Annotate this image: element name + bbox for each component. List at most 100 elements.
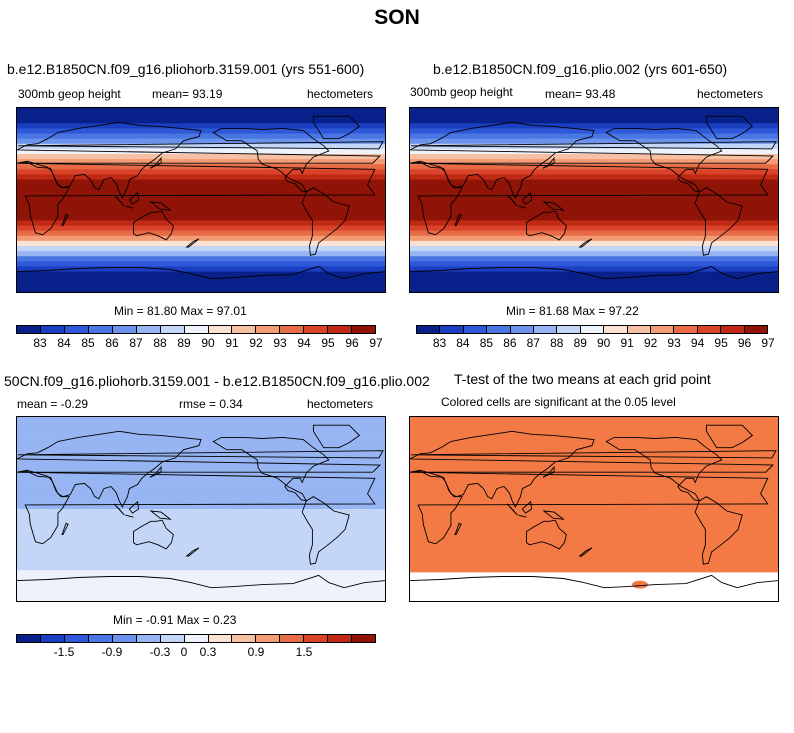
coastline-path	[542, 465, 555, 478]
coastline-path	[605, 127, 723, 193]
panel1-band-cell	[17, 230, 385, 237]
panel2-title: b.e12.B1850CN.f09_g16.plio.002 (yrs 601-…	[433, 61, 728, 77]
coastline-path	[133, 519, 174, 550]
panel1-band-cell	[17, 281, 385, 288]
coastline-path	[301, 187, 350, 256]
panel2-band-cell	[410, 256, 778, 262]
antarctica-coast	[410, 265, 778, 280]
colorbar-swatch	[88, 326, 113, 333]
colorbar-tick-label: 83	[432, 336, 447, 350]
colorbar-tick-label: 95	[321, 336, 335, 350]
colorbar-tick-label: 97	[761, 336, 775, 350]
panel3-band-cell	[17, 524, 385, 531]
colorbar-swatch	[64, 635, 89, 642]
colorbar-swatch	[280, 326, 305, 333]
colorbar-swatch	[184, 635, 209, 642]
panel3-band-cell	[17, 503, 385, 510]
panel1-bands	[17, 108, 385, 292]
panel1-band-cell	[17, 235, 385, 242]
colorbar-swatch	[112, 635, 137, 642]
panel3-band-cell	[17, 468, 385, 474]
coastline-path	[212, 127, 330, 193]
coastline-path	[526, 519, 567, 550]
colorbar-swatch	[744, 326, 768, 333]
panel1-mean: mean= 93.19	[152, 87, 223, 101]
antarctica-coast	[17, 574, 385, 589]
panel3-band-cell	[17, 498, 385, 505]
colorbar-swatch	[40, 635, 65, 642]
colorbar-swatch	[64, 326, 89, 333]
colorbar-swatch	[17, 635, 41, 642]
colorbar-swatch	[697, 326, 722, 333]
colorbar-tick-label: 89	[177, 336, 191, 350]
panel3-band-cell	[17, 595, 385, 601]
coastline-path	[521, 500, 533, 514]
ttest-significant-dot	[632, 580, 648, 589]
coastline-path	[17, 450, 384, 459]
panel1-units: hectometers	[307, 87, 374, 101]
panel1-band-cell	[17, 113, 385, 119]
colorbar-tick-label: 88	[153, 336, 167, 350]
antarctica-coast	[410, 574, 778, 589]
coastline-path	[542, 156, 555, 169]
coastline-path	[149, 156, 162, 169]
panel2-band-cell	[410, 246, 778, 252]
panel4-subtitle: Colored cells are significant at the 0.0…	[441, 395, 676, 409]
colorbar-swatch	[328, 635, 353, 642]
coastline-path	[410, 141, 777, 150]
coastline-path	[506, 194, 518, 207]
panel3-band-cell	[17, 565, 385, 571]
panel1-band-cell	[17, 240, 385, 247]
panel3-band-cell	[17, 483, 385, 490]
coastline-path	[125, 205, 134, 209]
panel1-band-cell	[17, 108, 385, 114]
panel1-minmax: Min = 81.80 Max = 97.01	[114, 304, 247, 318]
panel2-band-cell	[410, 118, 778, 124]
coastlines	[17, 115, 385, 280]
panel3-title: 50CN.f09_g16.pliohorb.3159.001 - b.e12.B…	[4, 373, 430, 389]
panel1-band-cell	[17, 200, 385, 206]
coastline-path	[17, 470, 376, 545]
colorbar-tick-label: 89	[573, 336, 587, 350]
colorbar-tick-label: 94	[297, 336, 311, 350]
colorbar-tick-label: -1.5	[53, 645, 75, 659]
colorbar-tick-label: 86	[503, 336, 517, 350]
coastline-path	[526, 210, 567, 241]
coastline-path	[542, 201, 565, 211]
panel2-band-cell	[410, 251, 778, 257]
colorbar-tick-label: 91	[620, 336, 634, 350]
coastline-path	[506, 503, 518, 516]
coastline-path	[128, 500, 140, 514]
panel3-band-cell	[17, 432, 385, 439]
colorbar-swatch	[557, 326, 581, 333]
panel2-band-cell	[410, 113, 778, 119]
colorbar-swatch	[256, 635, 281, 642]
panel4-title: T-test of the two means at each grid poi…	[454, 371, 711, 387]
panel2-band-cell	[410, 266, 778, 273]
panel3-band-cell	[17, 478, 385, 485]
colorbar-swatch	[160, 635, 185, 642]
panel3-band-cell	[17, 560, 385, 566]
colorbar-swatch	[208, 326, 233, 333]
panel3-band-cell	[17, 442, 385, 449]
coastline-path	[518, 205, 527, 209]
panel3-band-cell	[17, 534, 385, 541]
panel2-minmax: Min = 81.68 Max = 97.22	[506, 304, 639, 318]
panel3-band-cell	[17, 585, 385, 592]
panel2-band-cell	[410, 276, 778, 283]
coastline-path	[185, 547, 200, 557]
colorbar-tick-label: 93	[273, 336, 287, 350]
panel3-colorbar: -1.5 -0.9 -0.3 0 0.3 0.9 1.5	[16, 634, 376, 659]
coastline-path	[694, 496, 743, 565]
colorbar-tick-label: 97	[369, 336, 383, 350]
coastline-path	[149, 510, 172, 520]
panel1-band-cell	[17, 133, 385, 140]
panel1-band-cell	[17, 194, 385, 201]
coastline-path	[312, 424, 361, 449]
coastline-path	[410, 161, 769, 236]
colorbar-swatch	[232, 635, 257, 642]
panel2-max-region	[450, 185, 625, 209]
colorbar-swatch	[510, 326, 535, 333]
panel1-band-cell	[17, 189, 385, 196]
panel1-band-cell	[17, 266, 385, 273]
